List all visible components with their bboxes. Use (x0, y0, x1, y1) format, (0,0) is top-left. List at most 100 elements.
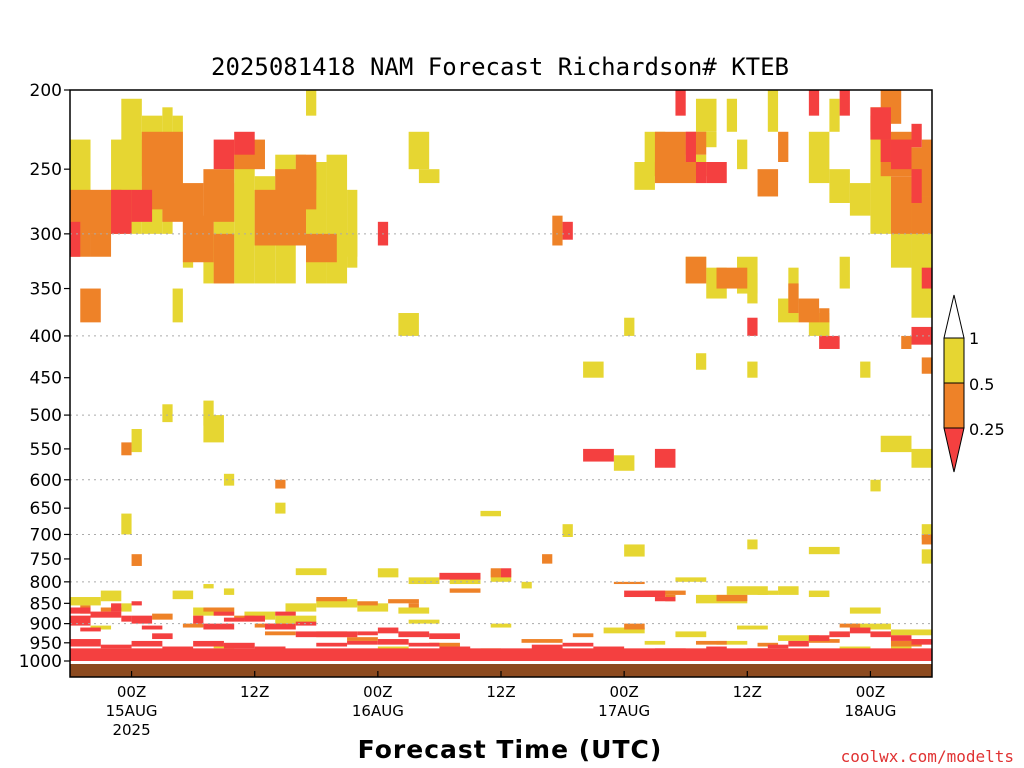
y-axis: 200 250 300 350 400 450 500 550 600 650 700 750 8008… (19, 81, 70, 672)
heatmap-cell-yellow (921, 549, 932, 564)
heatmap-cell-yellow (737, 139, 748, 170)
heatmap-cell-yellow (121, 98, 142, 177)
heatmap-cell-yellow (326, 154, 348, 284)
heatmap-cell-yellow (275, 502, 286, 514)
x-tick-label: 2025 (112, 721, 150, 739)
x-tick-label: 00Z (609, 683, 638, 701)
heatmap-cell-red (439, 646, 471, 651)
x-tick-label: 12Z (240, 683, 269, 701)
y-tick-label-550: 550 (30, 440, 62, 460)
heatmap-cell-yellow (562, 524, 573, 537)
heatmap-cell-yellow (121, 513, 132, 535)
heatmap-cell-yellow (880, 435, 912, 453)
colorbar-label: 1 (969, 329, 979, 348)
heatmap-cell-red (675, 90, 686, 116)
x-tick-label: 16AUG (352, 702, 404, 720)
heatmap-cell-orange (521, 639, 563, 643)
heatmap-cell-orange (80, 288, 101, 323)
credit-link[interactable]: coolwx.com/modelts (841, 747, 1014, 766)
heatmap-cell-red (654, 448, 676, 468)
heatmap-cell-orange (911, 196, 932, 234)
heatmap-cell-yellow (716, 640, 748, 645)
heatmap-cell-yellow (408, 131, 430, 170)
heatmap-cell-red (121, 615, 132, 622)
heatmap-cell-red (70, 607, 91, 614)
heatmap-cell-yellow (849, 607, 881, 614)
heatmap-cell-red (911, 326, 932, 345)
heatmap-cell-red (264, 623, 296, 630)
heatmap-cell-orange (716, 594, 748, 602)
heatmap-cell-red (131, 189, 153, 222)
heatmap-cell-orange (890, 640, 922, 647)
heatmap-cell-orange (306, 233, 337, 263)
heatmap-cell-orange (449, 588, 481, 593)
heatmap-cell-yellow (829, 169, 850, 203)
heatmap-cell-yellow (480, 510, 501, 517)
heatmap-cell-orange (921, 357, 932, 374)
heatmap-cell-orange (542, 554, 553, 564)
heatmap-cell-yellow (829, 98, 840, 132)
plot-frame (69, 89, 933, 678)
heatmap-cell-yellow (819, 317, 830, 336)
heatmap-cell-red (695, 161, 707, 184)
heatmap-cell-red (111, 189, 132, 234)
colorbar: 1 0.5 0.25 (943, 294, 1005, 473)
heatmap-cell-orange (264, 631, 296, 636)
y-tick-label-500: 500 (30, 406, 62, 426)
heatmap-cell-orange (295, 154, 317, 190)
heatmap-cells (70, 90, 932, 661)
heatmap-cell-yellow (860, 361, 871, 378)
heatmap-cell-orange (162, 183, 204, 222)
heatmap-cell-yellow (408, 619, 440, 624)
heatmap-cell-yellow (911, 448, 932, 468)
heatmap-cell-yellow (121, 603, 132, 612)
heatmap-cell-red (583, 448, 614, 462)
heatmap-cell-orange (429, 642, 460, 647)
heatmap-cell-red (870, 107, 891, 140)
heatmap-cell-red (100, 644, 132, 649)
heatmap-cell-orange (788, 283, 799, 314)
heatmap-cell-red (377, 627, 399, 634)
heatmap-cell-red (213, 611, 235, 616)
y-tick-label-850: 850 (30, 594, 62, 614)
heatmap-cell-yellow (203, 584, 214, 589)
heatmap-cell-red (162, 646, 194, 651)
heatmap-cell-yellow (757, 590, 779, 595)
colorbar-bin-top (943, 294, 965, 339)
heatmap-cell-red (849, 627, 871, 634)
heatmap-cell-orange (275, 479, 286, 489)
y-tick-label-800: 800 (30, 573, 62, 593)
heatmap-cell-red (326, 631, 358, 638)
heatmap-cell-red (429, 633, 460, 640)
heatmap-cell-orange (757, 169, 779, 197)
heatmap-cell-yellow (398, 313, 419, 336)
heatmap-cell-yellow (839, 646, 871, 651)
y-tick-label-600: 600 (30, 471, 62, 491)
heatmap-cell-red (562, 642, 594, 647)
heatmap-cell-yellow (675, 577, 707, 582)
heatmap-cell-yellow (357, 603, 389, 612)
x-tick-label: 17AUG (598, 702, 650, 720)
heatmap-cell-red (911, 639, 932, 645)
heatmap-cell-orange (572, 633, 594, 638)
y-tick-label-350: 350 (30, 280, 62, 300)
heatmap-cell-orange (388, 599, 419, 604)
heatmap-cell-red (223, 617, 245, 622)
heatmap-cell-yellow (747, 273, 758, 304)
heatmap-cell-yellow (624, 544, 645, 557)
heatmap-cell-orange (921, 534, 932, 545)
heatmap-cell-yellow (100, 590, 122, 602)
heatmap-cell-red (223, 642, 255, 649)
heatmap-cell-red (131, 615, 153, 624)
heatmap-cell-orange (901, 335, 912, 349)
heatmap-cell-orange (131, 554, 142, 566)
heatmap-cell-orange (490, 568, 501, 578)
heatmap-cell-orange (778, 131, 789, 162)
heatmap-cell-red (706, 646, 727, 651)
heatmap-cell-red (408, 642, 440, 647)
heatmap-cell-orange (152, 613, 173, 620)
chart-title: 2025081418 NAM Forecast Richardson# KTEB (211, 53, 789, 81)
heatmap-cell-red (747, 317, 758, 336)
heatmap-cell-red (295, 631, 327, 638)
heatmap-cell-yellow (808, 131, 830, 184)
